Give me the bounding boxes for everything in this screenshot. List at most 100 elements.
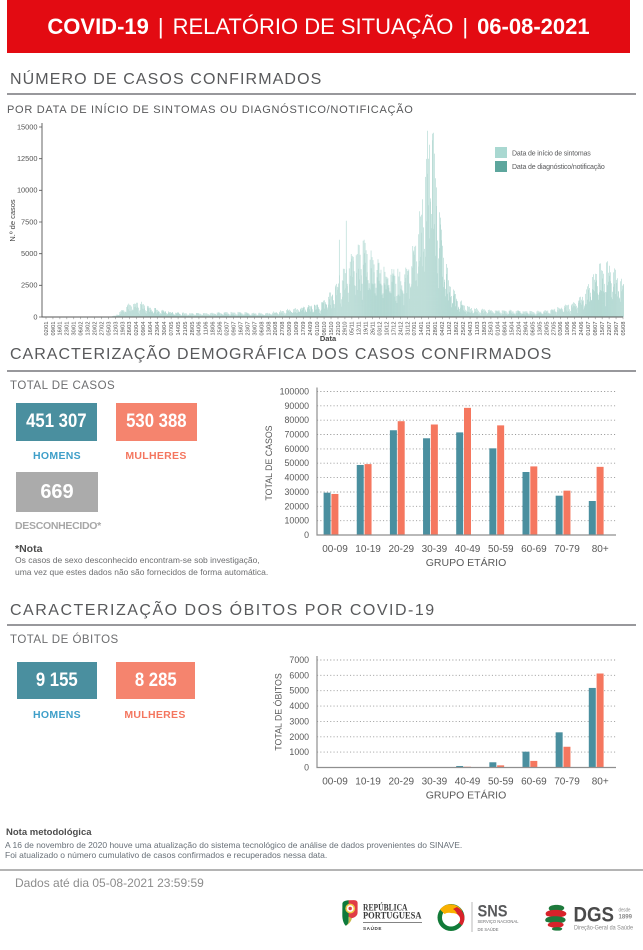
svg-text:31/12: 31/12 bbox=[405, 322, 411, 336]
svg-text:01/10: 01/10 bbox=[315, 322, 321, 336]
svg-text:16/04: 16/04 bbox=[148, 322, 154, 336]
svg-text:40-49: 40-49 bbox=[455, 544, 481, 555]
svg-text:12/03: 12/03 bbox=[113, 322, 119, 336]
svg-text:25/06: 25/06 bbox=[218, 322, 224, 336]
svg-text:50-59: 50-59 bbox=[488, 777, 514, 788]
svg-text:10-19: 10-19 bbox=[355, 544, 381, 555]
svg-text:20/08: 20/08 bbox=[273, 322, 279, 336]
svg-text:5000: 5000 bbox=[21, 249, 37, 258]
svg-text:desde: desde bbox=[619, 908, 631, 914]
svg-text:20-29: 20-29 bbox=[389, 777, 415, 788]
svg-text:27/05: 27/05 bbox=[551, 322, 557, 336]
svg-text:19/03: 19/03 bbox=[120, 322, 126, 336]
svg-text:N.º de casos: N.º de casos bbox=[8, 199, 17, 242]
svg-text:SNS: SNS bbox=[478, 903, 508, 921]
svg-text:06/08: 06/08 bbox=[259, 322, 265, 336]
svg-text:19/11: 19/11 bbox=[364, 322, 370, 336]
svg-text:70-79: 70-79 bbox=[554, 777, 580, 788]
svg-text:30/07: 30/07 bbox=[252, 322, 258, 336]
svg-text:08/10: 08/10 bbox=[322, 322, 328, 336]
svg-text:0: 0 bbox=[304, 530, 309, 540]
svg-text:13/05: 13/05 bbox=[537, 322, 543, 336]
svg-text:05/03: 05/03 bbox=[106, 322, 112, 336]
svg-text:Data de início de sintomas: Data de início de sintomas bbox=[512, 151, 591, 158]
svg-text:60-69: 60-69 bbox=[521, 544, 547, 555]
svg-text:7500: 7500 bbox=[21, 217, 37, 226]
svg-text:17/12: 17/12 bbox=[391, 322, 397, 336]
svg-text:08/07: 08/07 bbox=[593, 322, 599, 336]
svg-text:10-19: 10-19 bbox=[355, 777, 381, 788]
svg-text:13/02: 13/02 bbox=[86, 322, 92, 336]
svg-text:80+: 80+ bbox=[592, 777, 609, 788]
svg-text:28/05: 28/05 bbox=[190, 322, 196, 336]
svg-text:23/04: 23/04 bbox=[155, 322, 161, 336]
svg-text:26/11: 26/11 bbox=[371, 322, 377, 336]
svg-text:29/04: 29/04 bbox=[524, 322, 530, 336]
svg-text:TOTAL DE CASOS: TOTAL DE CASOS bbox=[264, 425, 274, 500]
svg-text:11/06: 11/06 bbox=[204, 322, 210, 336]
svg-text:24/12: 24/12 bbox=[398, 322, 404, 336]
svg-text:50000: 50000 bbox=[285, 458, 310, 468]
svg-text:80+: 80+ bbox=[592, 544, 609, 555]
svg-text:70000: 70000 bbox=[285, 430, 310, 440]
svg-text:05/08: 05/08 bbox=[621, 322, 627, 336]
svg-text:20-29: 20-29 bbox=[389, 544, 415, 555]
svg-text:22/10: 22/10 bbox=[336, 322, 342, 336]
svg-text:0: 0 bbox=[33, 312, 37, 321]
svg-text:01/04: 01/04 bbox=[496, 322, 502, 336]
svg-text:GRUPO ETÁRIO: GRUPO ETÁRIO bbox=[426, 788, 507, 801]
svg-text:5000: 5000 bbox=[289, 686, 309, 696]
svg-text:26/03: 26/03 bbox=[127, 322, 133, 336]
svg-text:18/02: 18/02 bbox=[454, 322, 460, 336]
svg-text:20000: 20000 bbox=[285, 501, 310, 511]
svg-text:2000: 2000 bbox=[289, 732, 309, 742]
svg-text:40000: 40000 bbox=[285, 473, 310, 483]
svg-text:30-39: 30-39 bbox=[422, 544, 448, 555]
svg-text:15000: 15000 bbox=[17, 122, 38, 131]
svg-text:80000: 80000 bbox=[285, 415, 310, 425]
svg-text:02/01: 02/01 bbox=[44, 322, 50, 336]
svg-text:3000: 3000 bbox=[289, 716, 309, 726]
svg-text:70-79: 70-79 bbox=[554, 544, 580, 555]
svg-text:6000: 6000 bbox=[289, 670, 309, 680]
svg-text:14/01: 14/01 bbox=[419, 322, 425, 336]
svg-text:90000: 90000 bbox=[285, 401, 310, 411]
svg-text:23/07: 23/07 bbox=[245, 322, 251, 336]
svg-text:29/10: 29/10 bbox=[343, 322, 349, 336]
svg-text:11/02: 11/02 bbox=[447, 322, 453, 336]
svg-text:21/05: 21/05 bbox=[183, 322, 189, 336]
svg-text:PORTUGUESA: PORTUGUESA bbox=[363, 912, 422, 922]
svg-text:15/04: 15/04 bbox=[510, 322, 516, 336]
svg-text:30000: 30000 bbox=[285, 487, 310, 497]
svg-text:SAÚDE: SAÚDE bbox=[363, 925, 382, 931]
svg-text:TOTAL DE ÓBITOS: TOTAL DE ÓBITOS bbox=[274, 673, 284, 751]
svg-text:27/02: 27/02 bbox=[99, 322, 105, 336]
svg-text:15/07: 15/07 bbox=[600, 322, 606, 336]
svg-text:03/06: 03/06 bbox=[558, 322, 564, 336]
svg-text:21/01: 21/01 bbox=[426, 322, 432, 336]
svg-text:0: 0 bbox=[304, 763, 309, 773]
svg-text:12/11: 12/11 bbox=[357, 322, 363, 336]
svg-text:20/05: 20/05 bbox=[544, 322, 550, 336]
svg-text:27/08: 27/08 bbox=[280, 322, 286, 336]
svg-text:09/04: 09/04 bbox=[141, 322, 147, 336]
svg-text:07/05: 07/05 bbox=[169, 322, 175, 336]
svg-text:17/09: 17/09 bbox=[301, 322, 307, 336]
svg-text:00-09: 00-09 bbox=[322, 777, 348, 788]
svg-text:DE SAÚDE: DE SAÚDE bbox=[478, 926, 499, 933]
svg-text:10/06: 10/06 bbox=[565, 322, 571, 336]
svg-text:06/05: 06/05 bbox=[530, 322, 536, 336]
svg-text:16/07: 16/07 bbox=[239, 322, 245, 336]
svg-text:2500: 2500 bbox=[21, 281, 37, 290]
svg-text:4000: 4000 bbox=[289, 701, 309, 711]
svg-text:10000: 10000 bbox=[17, 186, 38, 195]
svg-text:06/02: 06/02 bbox=[79, 322, 85, 336]
svg-text:00-09: 00-09 bbox=[322, 544, 348, 555]
svg-text:60000: 60000 bbox=[285, 444, 310, 454]
svg-text:18/06: 18/06 bbox=[211, 322, 217, 336]
svg-text:05/11: 05/11 bbox=[350, 322, 356, 336]
svg-text:13/08: 13/08 bbox=[266, 322, 272, 336]
svg-text:12500: 12500 bbox=[17, 154, 38, 163]
svg-text:28/01: 28/01 bbox=[433, 322, 439, 336]
svg-text:16/01: 16/01 bbox=[58, 322, 64, 336]
